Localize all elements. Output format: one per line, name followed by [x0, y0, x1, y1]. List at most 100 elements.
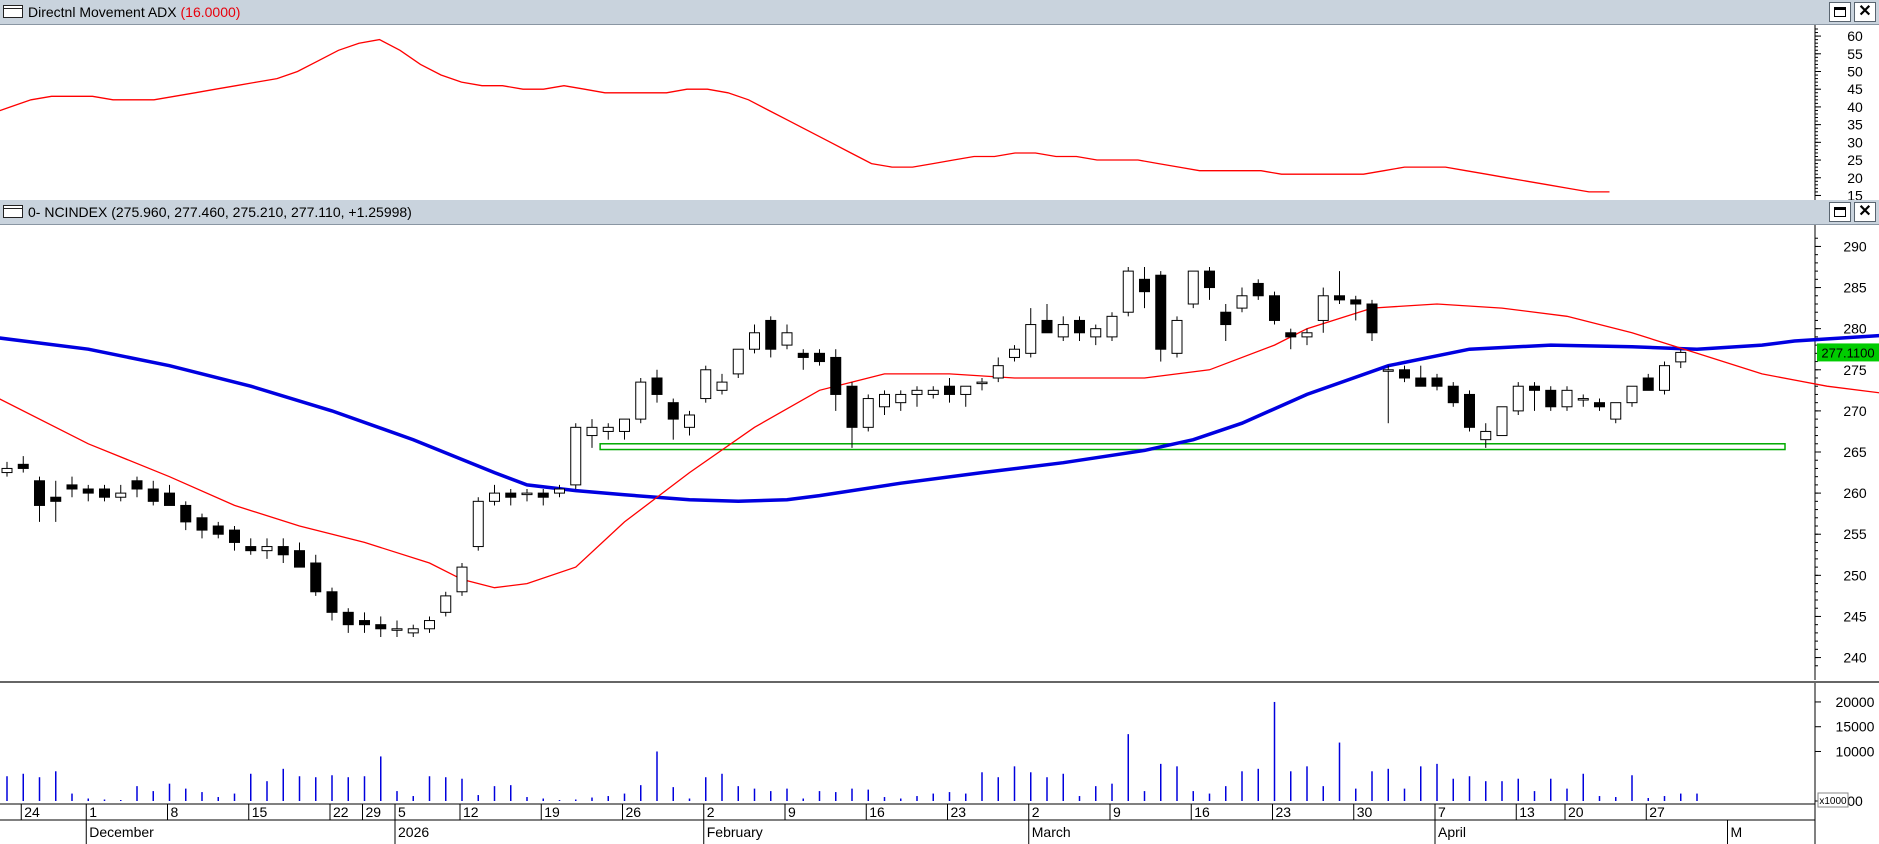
- price-pane[interactable]: 240 245 250 255 260 265 270 275 280 285 290 277.110…: [0, 225, 1879, 680]
- candle-body: [602, 426, 614, 432]
- candle-body: [1041, 319, 1053, 334]
- candle-body: [82, 488, 94, 494]
- candle-body: [1626, 385, 1638, 404]
- candle-body: [245, 546, 257, 552]
- x-day-label: 15: [252, 804, 268, 820]
- x-day-label: 22: [333, 804, 349, 820]
- candle-body: [1366, 303, 1378, 334]
- candle-body: [1155, 274, 1167, 350]
- candle-body: [1106, 315, 1118, 338]
- candle-body: [684, 414, 695, 428]
- candle-body: [407, 628, 419, 634]
- candle-body: [1122, 270, 1134, 313]
- support-band: [599, 443, 1786, 451]
- x-day-label: 26: [626, 804, 642, 820]
- adx-tick-label: 60: [1847, 28, 1863, 44]
- candle-body: [1382, 369, 1394, 372]
- candle-body: [359, 620, 370, 626]
- candle-body: [1415, 377, 1427, 387]
- x-day-label: 27: [1649, 804, 1665, 820]
- candle-body: [1285, 332, 1297, 338]
- last-price-label: 277.1100: [1821, 345, 1874, 360]
- close-pane-button[interactable]: ✕: [1854, 202, 1876, 222]
- candle-body: [1025, 324, 1037, 354]
- candle-body: [1009, 348, 1020, 358]
- candle-body: [115, 492, 127, 498]
- candle-body: [895, 393, 907, 404]
- last-price-badge: [1817, 343, 1879, 362]
- x-month-label: M: [1731, 824, 1743, 840]
- candle-body: [537, 492, 549, 498]
- volume-tick-label: 10000: [1836, 743, 1875, 759]
- adx-tick-label: 25: [1847, 152, 1863, 168]
- x-day-label: 12: [463, 804, 479, 820]
- candle-body: [554, 488, 565, 494]
- volume-tick-label: 20000: [1836, 694, 1875, 710]
- ma-slow-line: [0, 333, 1879, 504]
- x-day-label: 2: [707, 804, 715, 820]
- candle-body: [1139, 278, 1150, 293]
- maximize-pane-button[interactable]: [1829, 2, 1851, 22]
- candle-body: [489, 492, 500, 502]
- x-month-label: December: [89, 824, 154, 840]
- candle-body: [976, 381, 988, 385]
- candle-body: [1269, 295, 1280, 321]
- x-day-label: 23: [1276, 804, 1292, 820]
- candle-body: [586, 426, 598, 437]
- price-tick-label: 275: [1843, 362, 1867, 378]
- candle-body: [34, 480, 45, 506]
- candle-body: [1577, 398, 1589, 401]
- pane-menu-icon[interactable]: [3, 5, 23, 18]
- candle-body: [164, 492, 175, 506]
- candle-body: [846, 385, 858, 428]
- candle-body: [1529, 385, 1540, 391]
- candle-body: [651, 377, 663, 395]
- candle-body: [1236, 295, 1248, 309]
- price-tick-label: 290: [1843, 238, 1867, 254]
- pane-menu-icon[interactable]: [3, 205, 23, 218]
- x-day-label: 24: [24, 804, 40, 820]
- adx-param: (16.0000): [180, 4, 241, 20]
- candle-body: [1496, 406, 1508, 437]
- volume-multiplier-label: x1000: [1819, 796, 1847, 807]
- candle-body: [294, 550, 305, 568]
- x-day-label: 16: [869, 804, 885, 820]
- candle-body: [732, 348, 744, 375]
- x-month-label: March: [1032, 824, 1071, 840]
- candle-body: [667, 402, 679, 420]
- candle-body: [375, 624, 387, 630]
- x-day-label: 1: [89, 804, 97, 820]
- adx-tick-label: 30: [1847, 134, 1863, 150]
- volume-multiplier-box: [1817, 792, 1849, 808]
- volume-pane[interactable]: 00 10000 15000 20000 x1000 24 1 8 15 22 29 5 12 19 26 2…: [0, 680, 1879, 844]
- candle-body: [1090, 328, 1102, 338]
- adx-line: [0, 38, 1610, 193]
- candle-body: [277, 546, 289, 556]
- candle-body: [17, 463, 29, 469]
- candle-body: [440, 595, 452, 613]
- x-day-label: 20: [1568, 804, 1584, 820]
- candle-body: [1594, 402, 1605, 408]
- candle-body: [1171, 319, 1183, 354]
- candle-body: [1610, 402, 1622, 420]
- candle-body: [196, 517, 208, 531]
- price-pane-title: 0- NCINDEX (275.960, 277.460, 275.210, 2…: [28, 204, 412, 220]
- volume-tick-label: 15000: [1836, 719, 1875, 735]
- x-month-label: 2026: [398, 824, 429, 840]
- maximize-pane-button[interactable]: [1829, 202, 1851, 222]
- candle-body: [310, 562, 322, 593]
- candle-body: [1350, 299, 1362, 305]
- candle-body: [66, 484, 78, 490]
- x-day-label: 5: [398, 804, 406, 820]
- candle-body: [635, 381, 647, 420]
- close-pane-button[interactable]: ✕: [1854, 2, 1876, 22]
- price-tick-label: 260: [1843, 485, 1867, 501]
- price-tick-label: 280: [1843, 321, 1867, 337]
- candle-body: [1512, 385, 1524, 412]
- candle-body: [781, 332, 793, 346]
- candle-body: [131, 480, 143, 490]
- adx-pane[interactable]: 15 20 25 30 35 40 45 50 55 60: [0, 25, 1879, 200]
- x-day-label: 7: [1438, 804, 1446, 820]
